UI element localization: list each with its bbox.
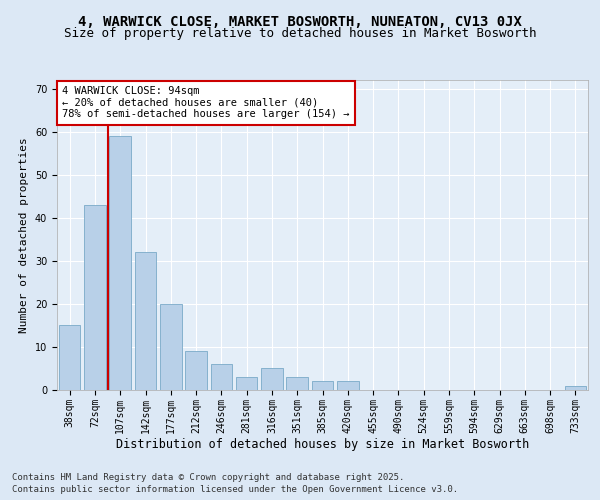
Bar [59,326,80,390]
Text: Contains HM Land Registry data © Crown copyright and database right 2025.: Contains HM Land Registry data © Crown c… [12,472,404,482]
Bar [135,252,156,390]
Text: Contains public sector information licensed under the Open Government Licence v3: Contains public sector information licen… [12,485,458,494]
Bar [211,364,232,390]
Bar [261,368,283,390]
Bar [84,205,106,390]
Text: Size of property relative to detached houses in Market Bosworth: Size of property relative to detached ho… [64,28,536,40]
Text: 4 WARWICK CLOSE: 94sqm
← 20% of detached houses are smaller (40)
78% of semi-det: 4 WARWICK CLOSE: 94sqm ← 20% of detached… [62,86,350,120]
Bar [565,386,586,390]
Bar [185,351,207,390]
Bar [236,377,257,390]
Text: 4, WARWICK CLOSE, MARKET BOSWORTH, NUNEATON, CV13 0JX: 4, WARWICK CLOSE, MARKET BOSWORTH, NUNEA… [78,15,522,29]
X-axis label: Distribution of detached houses by size in Market Bosworth: Distribution of detached houses by size … [116,438,529,452]
Y-axis label: Number of detached properties: Number of detached properties [19,137,29,333]
Bar [337,382,359,390]
Bar [160,304,182,390]
Bar [286,377,308,390]
Bar [109,136,131,390]
Bar [312,382,333,390]
